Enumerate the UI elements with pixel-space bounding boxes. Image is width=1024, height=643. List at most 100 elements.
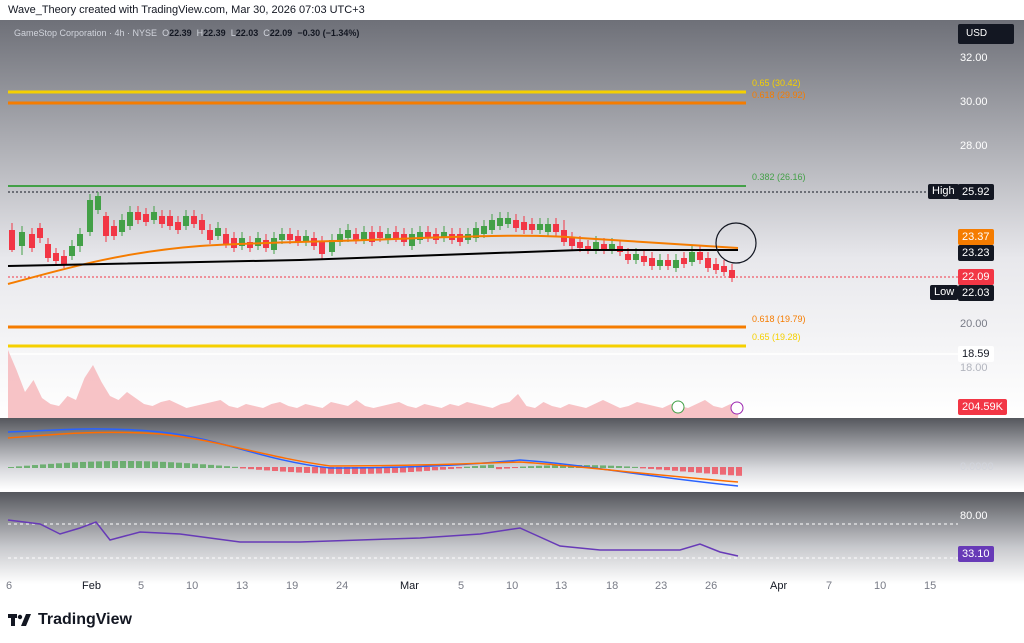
date-label: 26: [705, 580, 718, 592]
date-label: 6: [6, 580, 13, 592]
candle-body: [497, 218, 503, 226]
macd-histogram-bar: [432, 467, 438, 471]
macd-histogram-bar: [24, 465, 30, 468]
macd-histogram-bar: [256, 467, 262, 470]
candle-body: [151, 212, 157, 220]
macd-histogram-bar: [216, 465, 222, 468]
low-value-tag: 22.03: [958, 285, 994, 301]
candle-body: [287, 234, 293, 240]
candle-body: [247, 242, 253, 248]
candle-body: [45, 244, 51, 258]
candle-body: [223, 234, 229, 244]
candle-body: [29, 234, 35, 248]
date-label: 10: [186, 580, 199, 592]
candle-body: [77, 234, 83, 246]
candle-body: [369, 232, 375, 242]
macd-histogram-bar: [32, 465, 38, 468]
macd-histogram-bar: [648, 467, 654, 469]
date-label: 19: [286, 580, 299, 592]
candle-body: [345, 230, 351, 238]
change-value: −0.30 (−1.34%): [297, 28, 360, 38]
candle-body: [553, 224, 559, 232]
high-label: High: [928, 184, 959, 199]
macd-histogram-bar: [184, 463, 190, 468]
candle-body: [295, 236, 301, 242]
macd-histogram-bar: [608, 465, 614, 468]
macd-histogram-bar: [696, 467, 702, 473]
date-label: 23: [655, 580, 668, 592]
candle-body: [513, 220, 519, 228]
ema-value-tag: 23.37: [958, 229, 994, 245]
macd-axis-label: 0.0000: [960, 461, 994, 473]
macd-histogram-bar: [424, 467, 430, 471]
rsi-pane[interactable]: [0, 492, 1024, 584]
date-label: 15: [924, 580, 937, 592]
axis-label-18: 18.00: [960, 362, 988, 374]
symbol-name: GameStop Corporation · 4h · NYSE: [14, 28, 158, 38]
macd-histogram-bar: [80, 461, 86, 468]
candle-body: [69, 246, 75, 256]
macd-histogram-bar: [16, 466, 22, 468]
macd-histogram-bar: [680, 467, 686, 472]
date-label: 5: [458, 580, 465, 592]
macd-line: [7, 428, 739, 487]
macd-histogram-bar: [144, 461, 150, 468]
candle-body: [239, 238, 245, 246]
candle-body: [585, 246, 591, 250]
macd-pane[interactable]: [0, 418, 1024, 490]
macd-histogram-bar: [536, 465, 542, 468]
volume-value-tag: 204.59K: [958, 399, 1007, 415]
candle-body: [425, 232, 431, 238]
macd-histogram-bar: [528, 466, 534, 468]
currency-button[interactable]: USD: [958, 24, 1014, 44]
date-label: 7: [826, 580, 833, 592]
macd-histogram-bar: [248, 467, 254, 470]
macd-histogram-bar: [720, 467, 726, 475]
macd-histogram-bar: [136, 461, 142, 468]
candle-body: [713, 264, 719, 270]
candle-body: [569, 238, 575, 246]
candle-body: [689, 252, 695, 262]
macd-histogram-bar: [296, 467, 302, 473]
candle-body: [19, 232, 25, 246]
macd-histogram-bar: [736, 467, 742, 476]
macd-histogram-bar: [280, 467, 286, 472]
macd-histogram-bar: [712, 467, 718, 475]
date-label: 13: [555, 580, 568, 592]
macd-histogram-bar: [616, 466, 622, 468]
candle-body: [167, 216, 173, 226]
macd-histogram-bar: [72, 462, 78, 468]
macd-histogram-bar: [640, 467, 646, 469]
chart-area[interactable]: GameStop Corporation · 4h · NYSE O22.39 …: [0, 20, 1024, 600]
candle-body: [231, 238, 237, 248]
macd-histogram-bar: [376, 467, 382, 474]
candle-body: [37, 228, 43, 238]
candle-body: [665, 260, 671, 266]
macd-histogram-bar: [64, 462, 70, 468]
last-price-tag: 22.09: [958, 269, 994, 285]
candle-body: [601, 244, 607, 250]
macd-histogram-bar: [384, 467, 390, 474]
macd-histogram-bar: [312, 467, 318, 474]
macd-histogram-bar: [344, 467, 350, 474]
rsi-axis-label: 80.00: [960, 510, 988, 522]
macd-histogram-bar: [472, 466, 478, 468]
macd-histogram-bar: [224, 466, 230, 468]
macd-histogram-bar: [88, 461, 94, 468]
candle-body: [255, 238, 261, 246]
macd-histogram-bar: [464, 466, 470, 468]
candle-body: [175, 222, 181, 230]
fib-label-0382: 0.382 (26.16): [752, 172, 806, 182]
macd-histogram-bar: [40, 464, 46, 468]
macd-histogram-bar: [240, 467, 246, 469]
macd-histogram-bar: [288, 467, 294, 473]
earnings-icon: [671, 400, 685, 414]
macd-histogram-bar: [592, 465, 598, 468]
macd-histogram-bar: [96, 461, 102, 468]
candle-body: [457, 234, 463, 242]
tradingview-logo[interactable]: TradingView: [8, 611, 132, 629]
macd-histogram-bar: [656, 467, 662, 470]
macd-histogram-bar: [728, 467, 734, 476]
candle-body: [385, 234, 391, 240]
macd-histogram-bar: [672, 467, 678, 471]
